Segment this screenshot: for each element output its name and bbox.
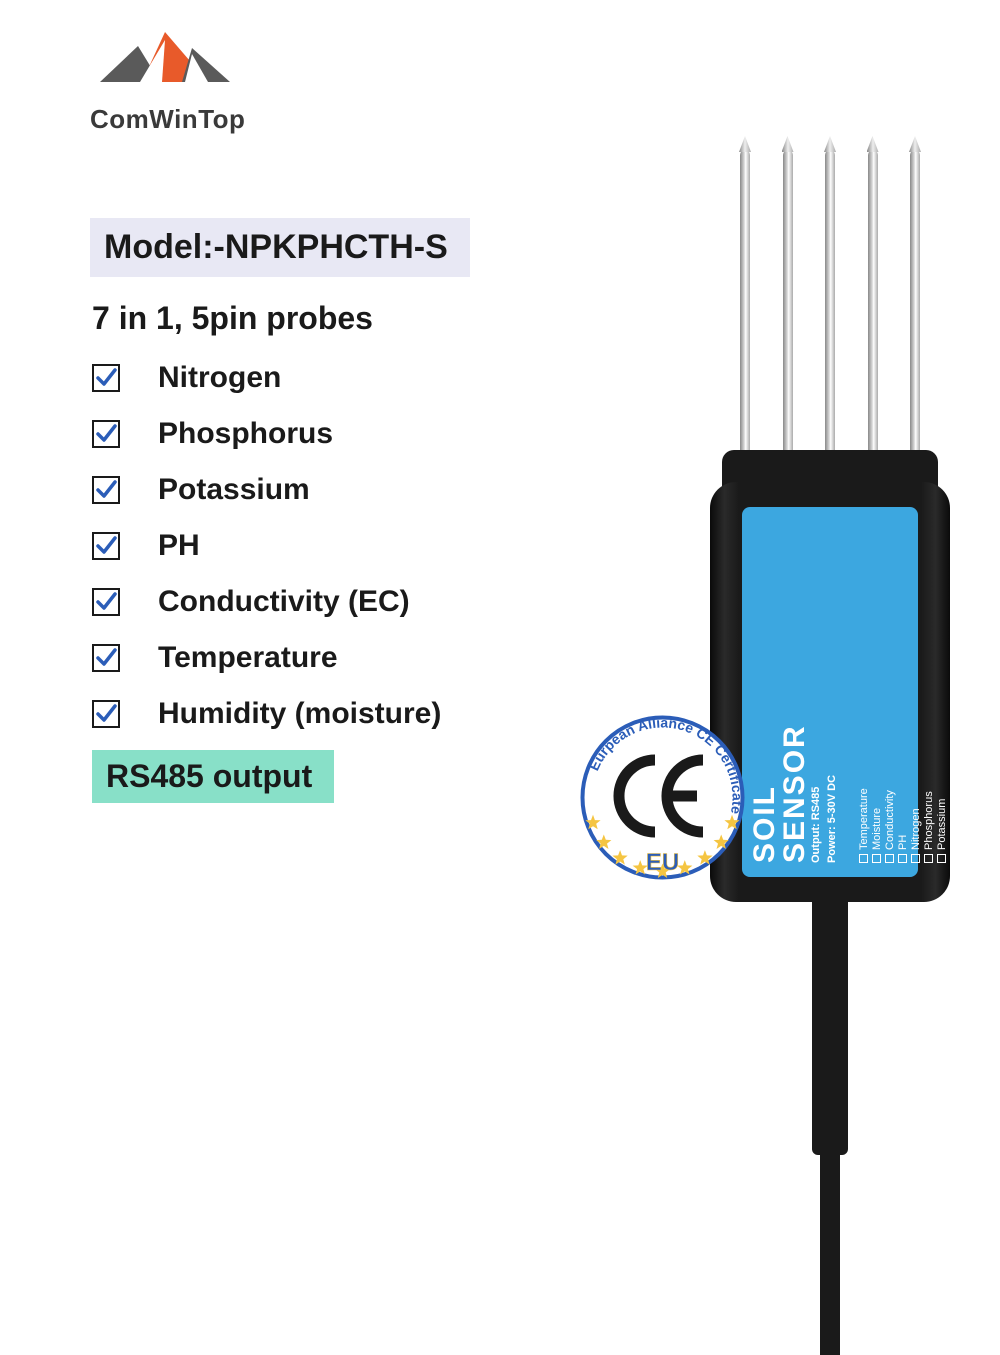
checkmark-icon: [92, 700, 120, 728]
label-line1: SOIL: [750, 521, 780, 863]
label-line2: SENSOR: [780, 521, 810, 863]
feature-list: Nitrogen Phosphorus Potassium PH Conduct…: [92, 350, 441, 742]
checkmark-icon: [92, 364, 120, 392]
checkmark-icon: [92, 532, 120, 560]
logo-text: ComWinTop: [90, 104, 245, 135]
logo-mark-icon: [90, 30, 240, 102]
feature-item: Potassium: [92, 462, 441, 518]
feature-item: Humidity (moisture): [92, 686, 441, 742]
brand-logo: ComWinTop: [90, 30, 245, 135]
checkmark-icon: [92, 476, 120, 504]
output-badge: RS485 output: [92, 750, 334, 803]
ce-badge: Eurpean Alliance CE Certificate EU: [575, 710, 750, 885]
label-output: Output: RS485: [810, 521, 822, 863]
probe: [783, 150, 793, 460]
checkmark-icon: [92, 588, 120, 616]
feature-label: Conductivity (EC): [158, 585, 410, 619]
feature-item: Conductivity (EC): [92, 574, 441, 630]
feature-label: Temperature: [158, 641, 338, 675]
feature-label: Humidity (moisture): [158, 697, 441, 731]
label-params: TemperatureMoistureConductivityPHNitroge…: [852, 507, 948, 877]
probe: [825, 150, 835, 460]
ce-badge-icon: Eurpean Alliance CE Certificate EU: [575, 710, 750, 885]
svg-text:EU: EU: [646, 849, 679, 876]
checkmark-icon: [92, 420, 120, 448]
probe: [910, 150, 920, 460]
label-param: Phosphorus: [923, 521, 935, 863]
label-param: Nitrogen: [910, 521, 922, 863]
model-prefix: Model:-: [104, 228, 225, 266]
feature-item: Phosphorus: [92, 406, 441, 462]
feature-item: Temperature: [92, 630, 441, 686]
feature-label: Nitrogen: [158, 361, 281, 395]
label-param: Potassium: [936, 521, 948, 863]
model-code: NPKPHCTH-S: [225, 228, 448, 266]
subtitle: 7 in 1, 5pin probes: [92, 300, 373, 337]
probe: [868, 150, 878, 460]
checkmark-icon: [92, 644, 120, 672]
label-param: Temperature: [858, 521, 870, 863]
feature-item: Nitrogen: [92, 350, 441, 406]
model-badge: Model:-NPKPHCTH-S: [90, 218, 470, 277]
label-param: Moisture: [871, 521, 883, 863]
probe: [740, 150, 750, 460]
label-param: PH: [897, 521, 909, 863]
probes: [740, 150, 920, 460]
sensor-label: SOIL SENSOR Output: RS485 Power: 5-30V D…: [742, 507, 918, 877]
label-param: Conductivity: [884, 521, 896, 863]
feature-label: Potassium: [158, 473, 310, 507]
feature-item: PH: [92, 518, 441, 574]
label-power: Power: 5-30V DC: [826, 521, 838, 863]
sensor-cable: [812, 895, 848, 1155]
feature-label: PH: [158, 529, 200, 563]
feature-label: Phosphorus: [158, 417, 333, 451]
